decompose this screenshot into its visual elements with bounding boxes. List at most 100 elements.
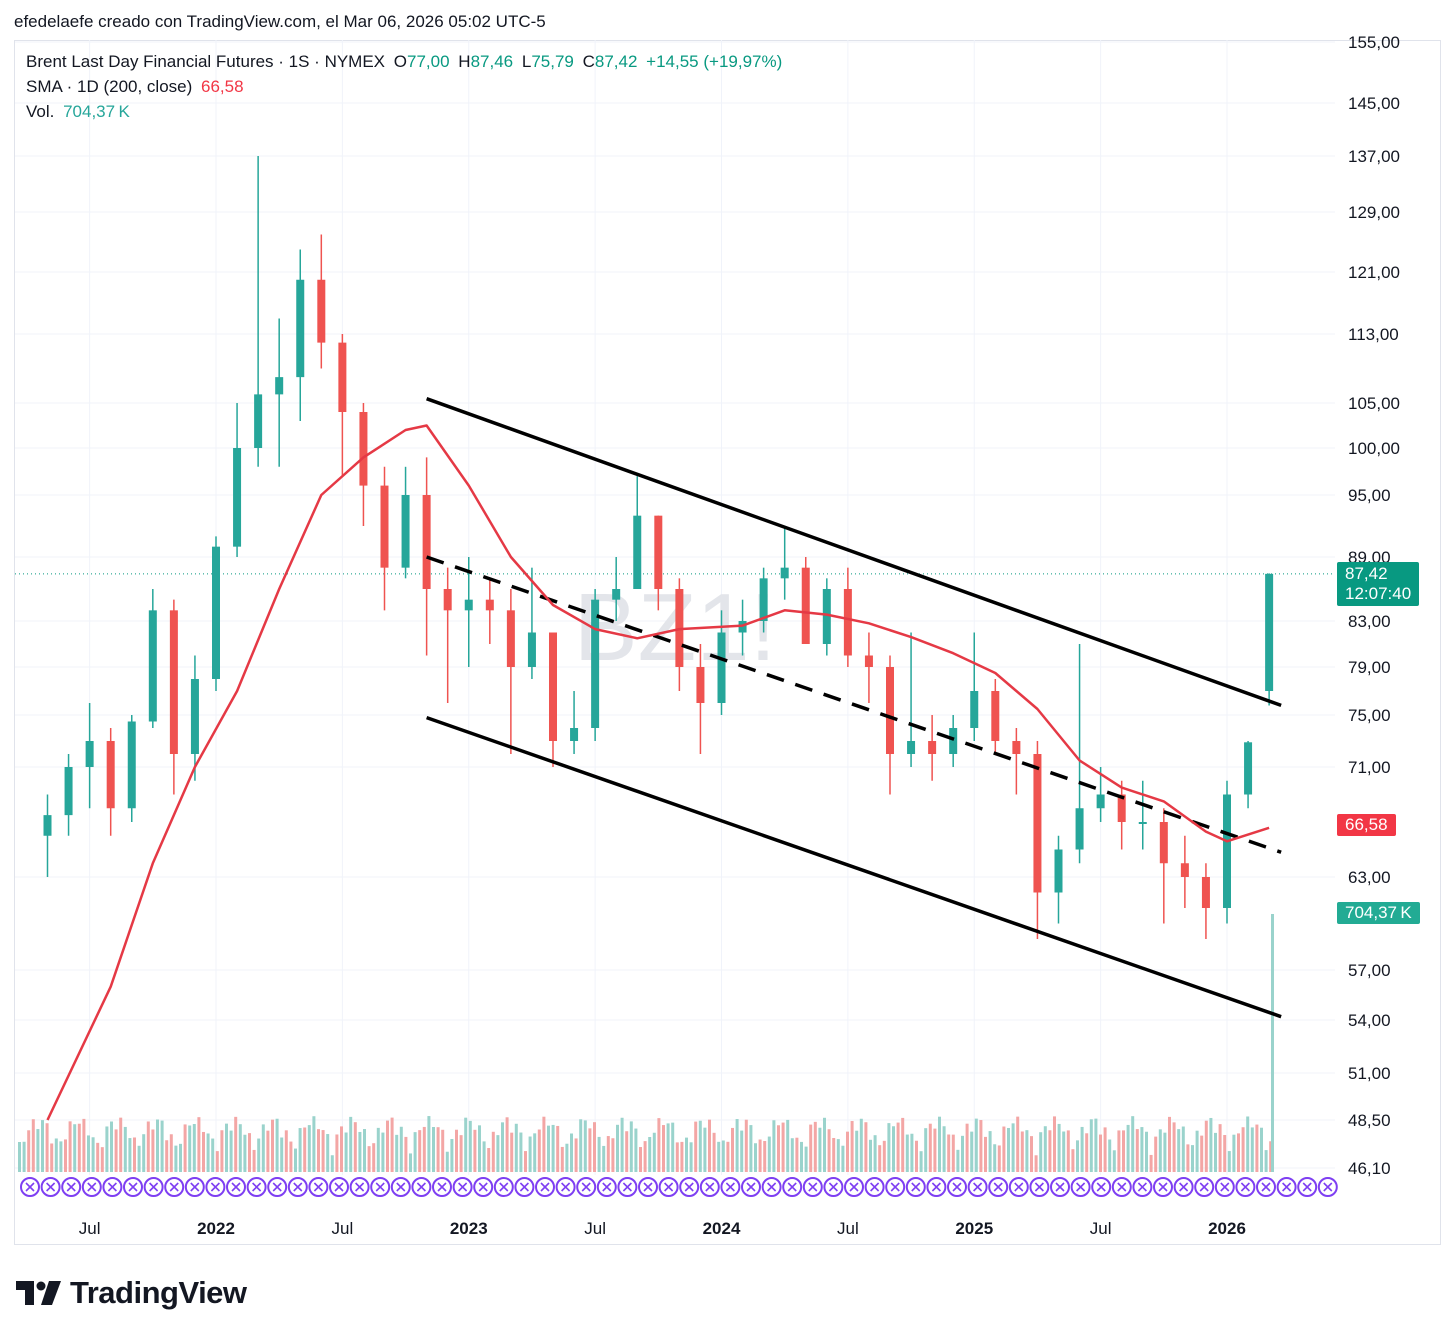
volume-bar bbox=[1227, 1151, 1231, 1172]
event-marker bbox=[184, 1177, 205, 1197]
candle-body bbox=[359, 412, 368, 486]
event-marker-glyph bbox=[1117, 1182, 1127, 1192]
x-axis-tick-label: 2023 bbox=[450, 1219, 488, 1238]
volume-bar bbox=[905, 1134, 909, 1172]
event-marker-glyph bbox=[890, 1182, 900, 1192]
event-marker-glyph bbox=[272, 1182, 282, 1192]
volume-bar bbox=[31, 1119, 35, 1172]
x-axis-tick-label: 2025 bbox=[955, 1219, 993, 1238]
volume-bar bbox=[165, 1140, 169, 1172]
event-marker bbox=[1091, 1177, 1112, 1197]
event-marker bbox=[905, 1177, 926, 1197]
y-axis-tick-label: 155,00 bbox=[1348, 33, 1400, 52]
event-marker-glyph bbox=[334, 1182, 344, 1192]
event-marker bbox=[329, 1177, 349, 1197]
volume-bar bbox=[1094, 1118, 1098, 1172]
x-axis-tick-label: 2024 bbox=[703, 1219, 741, 1238]
candle-body bbox=[907, 741, 916, 754]
volume-bar bbox=[744, 1119, 748, 1172]
volume-bar bbox=[1241, 1127, 1245, 1172]
volume-bar bbox=[869, 1139, 872, 1172]
volume-bar bbox=[335, 1134, 339, 1172]
volume-bar bbox=[252, 1149, 256, 1172]
volume-bar bbox=[767, 1136, 771, 1172]
event-marker-glyph bbox=[1282, 1182, 1292, 1192]
volume-bar bbox=[763, 1140, 767, 1172]
volume-bar bbox=[510, 1132, 514, 1172]
bar-countdown: 12:07:40 bbox=[1345, 584, 1412, 603]
volume-bar bbox=[261, 1124, 265, 1172]
event-marker-glyph bbox=[66, 1182, 76, 1192]
volume-bar bbox=[496, 1135, 500, 1172]
event-marker bbox=[1256, 1177, 1276, 1197]
volume-bar bbox=[275, 1118, 279, 1172]
volume-bar bbox=[404, 1136, 408, 1172]
event-marker bbox=[1132, 1177, 1153, 1197]
volume-bar bbox=[965, 1123, 969, 1172]
volume-bar bbox=[611, 1138, 615, 1172]
event-marker bbox=[864, 1177, 885, 1197]
candle-body bbox=[1075, 808, 1084, 850]
legend-high-label: H bbox=[458, 52, 471, 71]
event-marker-glyph bbox=[293, 1182, 303, 1192]
volume-bar bbox=[570, 1133, 573, 1172]
volume-bar bbox=[179, 1143, 182, 1172]
legend-symbol[interactable]: Brent Last Day Financial Futures · 1S · … bbox=[26, 52, 386, 71]
candle-body bbox=[1138, 822, 1147, 824]
legend-sma-label[interactable]: SMA · 1D (200, close) bbox=[26, 77, 193, 96]
volume-bar bbox=[1177, 1129, 1181, 1172]
candle-body bbox=[801, 567, 810, 644]
volume-bar bbox=[942, 1126, 946, 1172]
volume-bar bbox=[1076, 1140, 1079, 1172]
event-marker-glyph bbox=[1261, 1182, 1271, 1192]
volume-bar bbox=[363, 1129, 366, 1172]
y-axis-tick-label: 129,00 bbox=[1348, 203, 1400, 222]
y-axis-tick-label: 51,00 bbox=[1348, 1064, 1391, 1083]
y-axis-tick-label: 100,00 bbox=[1348, 439, 1400, 458]
volume-bar bbox=[652, 1132, 656, 1172]
event-marker bbox=[885, 1177, 906, 1197]
volume-bar bbox=[1260, 1127, 1263, 1172]
channel-line bbox=[426, 715, 1282, 1019]
volume-bar bbox=[547, 1125, 550, 1172]
candle-body bbox=[43, 815, 52, 836]
event-marker-glyph bbox=[561, 1182, 571, 1192]
event-marker-glyph bbox=[1076, 1182, 1086, 1192]
volume-bar bbox=[183, 1124, 187, 1172]
volume-bar bbox=[119, 1117, 123, 1172]
candle-body bbox=[886, 667, 894, 754]
volume-bar bbox=[1218, 1124, 1222, 1172]
legend-volume-label[interactable]: Vol. bbox=[26, 102, 55, 121]
volume-bar bbox=[1186, 1144, 1190, 1172]
candle-body bbox=[1244, 742, 1253, 795]
volume-bar bbox=[928, 1123, 932, 1172]
legend-volume-value: 704,37 K bbox=[63, 102, 130, 121]
candle-body bbox=[822, 589, 831, 644]
volume-bar bbox=[892, 1126, 895, 1172]
event-marker bbox=[514, 1177, 535, 1197]
volume-bar bbox=[827, 1129, 831, 1172]
volume-bar bbox=[234, 1116, 238, 1172]
candle-body bbox=[169, 610, 178, 754]
volume-bar bbox=[64, 1139, 67, 1172]
volume-bar bbox=[41, 1120, 44, 1172]
y-axis-tick-label: 57,00 bbox=[1348, 961, 1391, 980]
volume-bar bbox=[54, 1138, 58, 1172]
volume-bar bbox=[482, 1141, 486, 1172]
event-marker bbox=[844, 1177, 864, 1197]
volume-bar bbox=[284, 1130, 288, 1172]
legend-sma-value: 66,58 bbox=[201, 77, 244, 96]
volume-bar bbox=[781, 1122, 785, 1172]
legend-volume-row: Vol. 704,37 K bbox=[26, 102, 134, 122]
volume-bar bbox=[1103, 1127, 1107, 1172]
volume-bar bbox=[91, 1137, 95, 1172]
volume-bar bbox=[855, 1130, 859, 1172]
volume-bar bbox=[353, 1122, 357, 1172]
channel-line bbox=[426, 397, 1282, 708]
sma-line bbox=[46, 424, 1270, 1121]
volume-bar bbox=[712, 1132, 716, 1172]
event-marker bbox=[638, 1177, 658, 1197]
volume-bar bbox=[87, 1135, 90, 1172]
volume-bar bbox=[501, 1122, 504, 1172]
